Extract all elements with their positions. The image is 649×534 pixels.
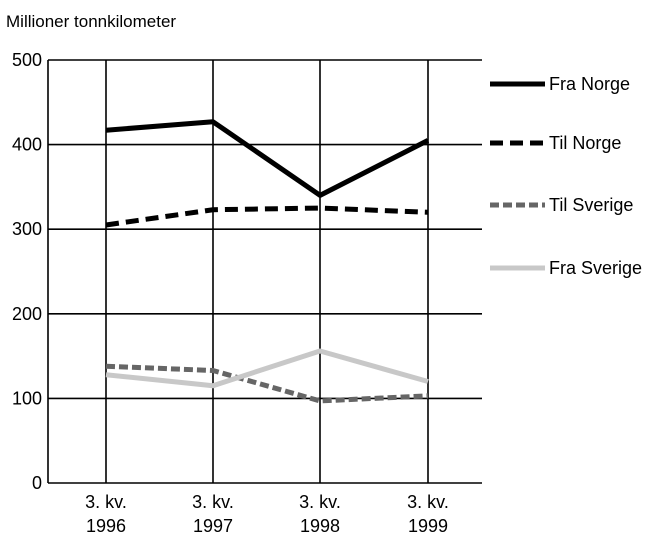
y-tick-label: 300 (12, 219, 42, 239)
x-tick-label: 3. kv. (85, 492, 127, 512)
series-line (105, 205, 429, 228)
y-tick-label: 0 (32, 473, 42, 493)
series-lines (105, 119, 430, 404)
y-tick-labels: 0 100 200 300 400 500 (12, 50, 42, 493)
axes (47, 60, 482, 484)
series-line (105, 119, 430, 198)
y-tick-label: 500 (12, 50, 42, 70)
x-tick-label: 3. kv. (192, 492, 234, 512)
y-axis-label: Millioner tonnkilometer (6, 12, 176, 31)
x-tick-label: 1999 (408, 516, 448, 534)
y-tick-label: 400 (12, 135, 42, 155)
x-tick-label: 1996 (86, 516, 126, 534)
y-tick-label: 200 (12, 304, 42, 324)
grid (48, 59, 482, 483)
series-line (105, 363, 429, 404)
legend-label: Til Sverige (549, 195, 633, 215)
y-tick-label: 100 (12, 388, 42, 408)
legend-label: Til Norge (549, 133, 621, 153)
legend-label: Fra Norge (549, 74, 630, 94)
x-tick-label: 3. kv. (407, 492, 449, 512)
x-tick-labels: 3. kv. 1996 3. kv. 1997 3. kv. 1998 3. kv. 1999 (85, 492, 449, 534)
x-tick-label: 1997 (193, 516, 233, 534)
legend: Fra Norge Til Norge Til Sverige Fra Sverige (490, 74, 642, 278)
x-tick-label: 3. kv. (299, 492, 341, 512)
x-tick-label: 1998 (300, 516, 340, 534)
legend-label: Fra Sverige (549, 258, 642, 278)
series-line (105, 348, 429, 389)
